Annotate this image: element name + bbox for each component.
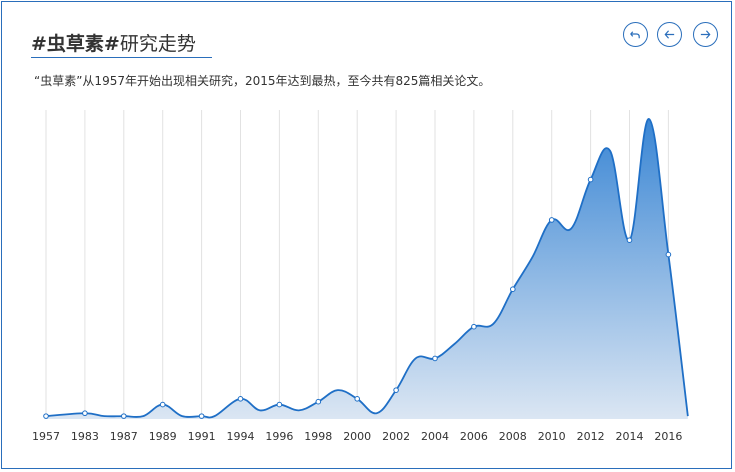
title-suffix: 研究走势 [119,33,196,55]
x-tick-label: 2016 [654,430,682,443]
x-tick-label: 1991 [188,430,216,443]
data-point[interactable] [432,355,438,362]
x-tick-label: 1994 [227,430,255,443]
data-point[interactable] [471,323,477,330]
x-tick-label: 1957 [32,430,60,443]
x-tick-label: 1989 [149,430,177,443]
x-tick-label: 2008 [499,430,527,443]
title-underline [31,57,212,58]
x-axis: 1957 1983 1987 1989 1991 1994 1996 1998 2000 2002… [32,430,682,443]
prev-button[interactable] [657,22,682,47]
data-point[interactable] [82,410,88,417]
data-point[interactable] [548,217,555,223]
area-fill [46,118,688,419]
next-button[interactable] [693,22,718,47]
data-point[interactable] [354,396,361,402]
arrow-left-icon [664,30,675,39]
data-point[interactable] [198,413,205,419]
data-point[interactable] [159,401,166,408]
x-tick-label: 1987 [110,430,138,443]
data-point[interactable] [315,398,322,405]
x-tick-label: 2002 [382,430,410,443]
x-tick-label: 2006 [460,430,488,443]
data-point[interactable] [626,237,633,243]
data-point[interactable] [665,251,672,258]
page-title: #虫草素#研究走势 [31,29,196,56]
data-point[interactable] [587,176,594,183]
data-point[interactable] [276,401,283,408]
data-point[interactable] [121,413,127,419]
undo-arrow-icon [630,31,640,39]
x-tick-label: 2004 [421,430,449,443]
chart-summary: “虫草素”从1957年开始出现相关研究，2015年达到最热，至今共有825篇相关… [34,74,491,88]
x-tick-label: 2010 [538,430,566,443]
x-tick-label: 2012 [577,430,605,443]
undo-button[interactable] [623,22,648,47]
data-point[interactable] [393,387,399,393]
data-points [43,176,672,419]
x-tick-label: 2014 [616,430,644,443]
title-keyword: #虫草素# [31,33,120,55]
data-point[interactable] [237,396,244,402]
x-tick-label: 2000 [343,430,371,443]
x-tick-label: 1998 [304,430,332,443]
arrow-right-icon [700,30,711,39]
data-point[interactable] [43,413,49,419]
data-point[interactable] [510,286,516,292]
x-tick-label: 1983 [71,430,99,443]
trend-line [45,118,689,419]
x-tick-label: 1996 [265,430,293,443]
